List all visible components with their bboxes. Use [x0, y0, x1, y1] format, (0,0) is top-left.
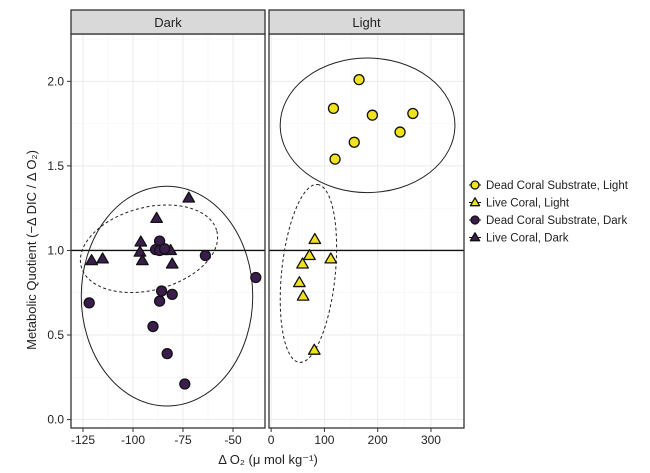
data-point-triangle: [96, 252, 109, 264]
x-tick-label: 300: [421, 433, 441, 447]
x-tick-label: 100: [314, 433, 334, 447]
panel-dark: Dark -125 -100 -75 -50: [70, 9, 266, 447]
data-point-triangle: [307, 343, 321, 355]
data-point-circle: [147, 320, 159, 333]
facet-strip: [70, 9, 266, 35]
data-point-circle: [250, 271, 262, 284]
x-tick-label: -125: [71, 433, 95, 447]
data-point-triangle: [165, 257, 179, 269]
x-tick-label: 0: [268, 433, 275, 447]
data-point-circle: [394, 126, 406, 138]
x-tick-label: -100: [121, 433, 145, 447]
data-point-circle: [166, 288, 178, 301]
legend-label: Live Coral, Light: [486, 198, 570, 210]
legend-label: Dead Coral Substrate, Dark: [486, 215, 628, 227]
data-point-circle: [153, 295, 166, 307]
data-point-circle: [348, 136, 360, 148]
data-point-triangle: [292, 276, 306, 288]
y-tick-label: 2.0: [47, 74, 64, 88]
y-tick-label: 0.5: [47, 328, 64, 342]
legend-key-circle: [470, 180, 480, 190]
data-point-circle: [155, 285, 168, 297]
data-point-triangle: [85, 254, 98, 266]
x-tick-label: -75: [174, 433, 192, 447]
y-tick-label: 1.0: [47, 243, 64, 257]
data-point-circle: [179, 378, 191, 390]
data-point-triangle: [308, 232, 322, 245]
facet-strip-label: Light: [352, 15, 381, 30]
confidence-ellipse-solid: [279, 57, 456, 194]
data-point-circle: [158, 243, 171, 255]
data-point-circle: [407, 107, 419, 120]
y-tick-label: 1.5: [47, 159, 64, 173]
legend-key-triangle: [469, 232, 481, 242]
legend-key-circle: [470, 215, 480, 225]
data-point-circle: [329, 153, 341, 165]
x-tick-label: 200: [368, 433, 388, 447]
legend-label: Dead Coral Substrate, Light: [486, 180, 629, 192]
panel-light: Light 0 100 200 300: [268, 9, 465, 447]
data-point-triangle: [150, 211, 164, 223]
confidence-ellipse-solid: [80, 185, 254, 407]
data-point-circle: [161, 347, 173, 360]
x-axis-title: Δ O₂ (μ mol kg⁻¹): [218, 452, 318, 467]
data-point-circle: [353, 74, 365, 86]
legend: Dead Coral Substrate, Light Live Coral, L…: [469, 180, 629, 245]
data-point-triangle: [296, 257, 309, 269]
data-point-circle: [83, 297, 95, 309]
legend-key-triangle: [469, 197, 481, 207]
data-point-triangle: [296, 289, 310, 301]
data-point-triangle: [182, 191, 196, 203]
y-tick-label: 0.0: [47, 413, 64, 427]
panel-background: [269, 34, 464, 428]
data-point-circle: [327, 102, 340, 115]
facet-strip-label: Dark: [154, 15, 182, 30]
data-point-triangle: [135, 254, 149, 266]
data-point-triangle: [134, 235, 148, 247]
y-axis-title: Metabolic Quotient (−Δ DIC / Δ O₂): [24, 150, 39, 350]
data-point-circle: [199, 249, 212, 262]
legend-label: Live Coral, Dark: [486, 233, 569, 245]
data-point-triangle: [133, 245, 147, 257]
x-tick-label: -50: [224, 433, 242, 447]
data-point-triangle: [303, 248, 316, 261]
facet-strip: [268, 9, 465, 35]
data-point-triangle: [324, 252, 338, 264]
confidence-ellipse-dashed: [279, 183, 338, 363]
data-point-circle: [366, 109, 379, 121]
